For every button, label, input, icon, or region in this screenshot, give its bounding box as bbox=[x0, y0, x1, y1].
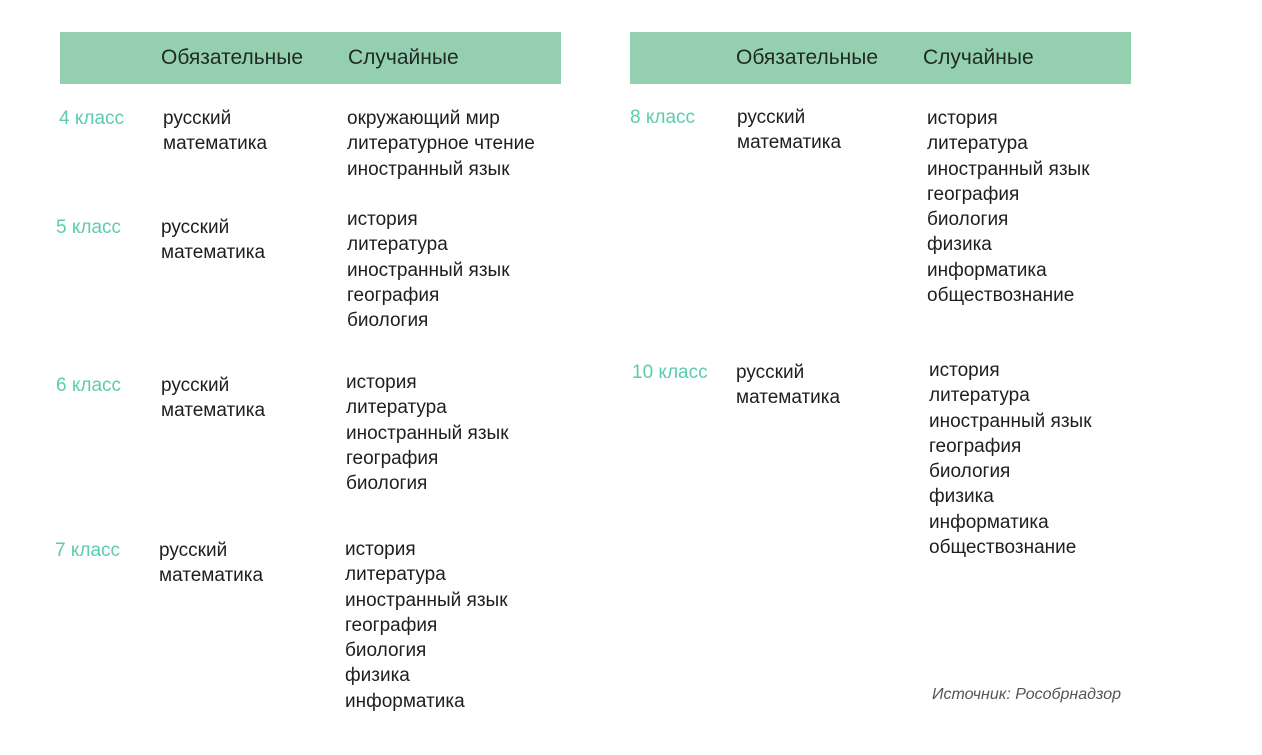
grade-label: 4 класс bbox=[59, 108, 125, 129]
subject-item: окружающий мир bbox=[347, 108, 500, 129]
subject-item: география bbox=[346, 447, 439, 469]
subject-item: литература bbox=[347, 234, 448, 256]
subject-item: география bbox=[347, 284, 440, 306]
subject-item: литература bbox=[345, 564, 446, 586]
grade-label: 6 класс bbox=[56, 375, 122, 396]
subject-item: математика bbox=[161, 242, 266, 264]
subject-item: биология bbox=[345, 640, 427, 662]
subject-item: русский bbox=[161, 217, 230, 238]
grade-label: 8 класс bbox=[630, 107, 696, 128]
subject-item: русский bbox=[159, 540, 228, 561]
subject-item: информатика bbox=[345, 690, 465, 712]
subject-item: иностранный язык bbox=[929, 410, 1092, 432]
subject-item: информатика bbox=[929, 511, 1049, 533]
required-subjects: русский математика bbox=[737, 105, 841, 156]
header-random: Случайные bbox=[923, 46, 1034, 69]
source-note: Источник: Рособрнадзор bbox=[932, 686, 1121, 703]
subject-item: история bbox=[927, 108, 998, 129]
subject-item: биология bbox=[347, 310, 429, 332]
random-subjects: история литература иностранный язык географ… bbox=[345, 537, 508, 714]
subject-item: география bbox=[927, 183, 1020, 205]
subject-item: физика bbox=[927, 234, 992, 256]
subject-item: физика bbox=[929, 486, 994, 508]
required-subjects: русский математика bbox=[736, 360, 840, 411]
subject-item: иностранный язык bbox=[347, 158, 510, 180]
subject-item: физика bbox=[345, 665, 410, 687]
subject-item: литература bbox=[927, 133, 1028, 155]
subject-item: литературное чтение bbox=[347, 133, 535, 155]
subject-item: математика bbox=[161, 400, 266, 422]
grade-label: 10 класс bbox=[632, 362, 708, 383]
required-subjects: русский математика bbox=[161, 215, 265, 266]
subject-item: информатика bbox=[927, 259, 1047, 281]
table-header-left: Обязательные Случайные bbox=[60, 32, 561, 84]
grade-label: 7 класс bbox=[55, 540, 121, 561]
subject-item: русский bbox=[737, 107, 806, 128]
subject-item: математика bbox=[737, 132, 842, 154]
subject-item: география bbox=[929, 435, 1022, 457]
random-subjects: история литература иностранный язык географ… bbox=[346, 370, 509, 496]
table-header-right: Обязательные Случайные bbox=[630, 32, 1131, 84]
subject-item: география bbox=[345, 614, 438, 636]
subject-item: математика bbox=[163, 133, 268, 155]
subject-item: русский bbox=[161, 375, 230, 396]
subject-item: иностранный язык bbox=[345, 589, 508, 611]
subject-item: иностранный язык bbox=[927, 158, 1090, 180]
subject-item: математика bbox=[736, 387, 841, 409]
random-subjects: окружающий мир литературное чтение иностра… bbox=[347, 106, 535, 182]
subject-item: русский bbox=[736, 362, 805, 383]
subject-item: история bbox=[347, 209, 418, 230]
subject-item: русский bbox=[163, 108, 232, 129]
grade-label: 5 класс bbox=[56, 217, 122, 238]
header-random: Случайные bbox=[348, 46, 459, 69]
subject-item: биология bbox=[927, 209, 1009, 231]
subject-item: литература bbox=[346, 397, 447, 419]
random-subjects: история литература иностранный язык географ… bbox=[929, 358, 1092, 560]
subject-item: обществознание bbox=[927, 285, 1075, 307]
subject-item: история bbox=[929, 360, 1000, 381]
required-subjects: русский математика bbox=[161, 373, 265, 424]
random-subjects: история литература иностранный язык географ… bbox=[347, 207, 510, 333]
subject-item: биология bbox=[929, 461, 1011, 483]
subject-item: иностранный язык bbox=[346, 422, 509, 444]
subject-item: биология bbox=[346, 473, 428, 495]
required-subjects: русский математика bbox=[163, 106, 267, 157]
subject-item: литература bbox=[929, 385, 1030, 407]
subject-item: история bbox=[346, 372, 417, 393]
header-required: Обязательные bbox=[736, 46, 879, 69]
subject-item: история bbox=[345, 539, 416, 560]
required-subjects: русский математика bbox=[159, 538, 263, 589]
subject-item: иностранный язык bbox=[347, 259, 510, 281]
subject-item: обществознание bbox=[929, 537, 1077, 559]
random-subjects: история литература иностранный язык географ… bbox=[927, 106, 1090, 308]
subject-item: математика bbox=[159, 565, 264, 587]
header-required: Обязательные bbox=[161, 46, 304, 69]
